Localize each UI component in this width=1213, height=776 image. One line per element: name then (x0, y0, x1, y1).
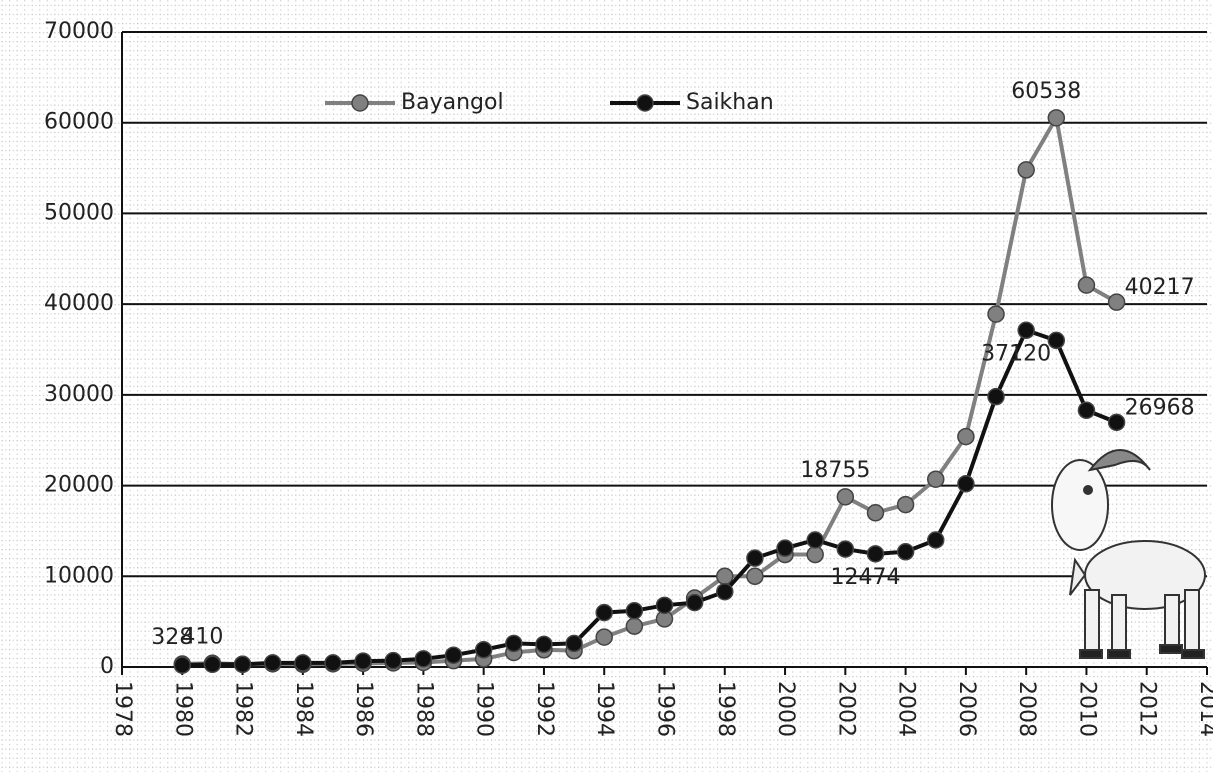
point (446, 647, 462, 663)
point (415, 651, 431, 667)
data-label: 12474 (830, 565, 900, 590)
x-tick-label: 2006 (954, 681, 979, 737)
data-label: 410 (181, 624, 223, 649)
point (1018, 322, 1034, 338)
point (717, 584, 733, 600)
point (867, 505, 883, 521)
chart: 0 10000 20000 30000 40000 50000 60000 70000 1978… (0, 0, 1213, 772)
point (174, 657, 190, 673)
point (747, 568, 763, 584)
x-tick-label: 2014 (1195, 681, 1213, 737)
data-label: 60538 (1011, 79, 1081, 104)
point (204, 656, 220, 672)
point (235, 656, 251, 672)
point (1048, 110, 1064, 126)
legend-marker (352, 95, 368, 111)
x-tick-label: 1990 (472, 681, 497, 737)
point (295, 655, 311, 671)
point (807, 547, 823, 563)
x-tick-label: 1988 (411, 681, 436, 737)
point (988, 306, 1004, 322)
point (958, 476, 974, 492)
legend-label: Bayangol (401, 90, 504, 115)
point (1109, 414, 1125, 430)
point (657, 597, 673, 613)
x-tick-label: 1978 (110, 681, 135, 737)
point (626, 618, 642, 634)
point (355, 653, 371, 669)
point (898, 544, 914, 560)
legend-label: Saikhan (686, 90, 774, 115)
point (898, 497, 914, 513)
y-tick-label: 50000 (44, 200, 114, 225)
y-tick-label: 40000 (44, 291, 114, 316)
x-tick-label: 1996 (653, 681, 678, 737)
x-tick-label: 1982 (231, 681, 256, 737)
x-tick-label: 1986 (351, 681, 376, 737)
data-label: 18755 (800, 458, 870, 483)
point (596, 629, 612, 645)
x-tick-label: 2012 (1135, 681, 1160, 737)
point (988, 389, 1004, 405)
point (807, 532, 823, 548)
legend-marker (637, 95, 653, 111)
data-label: 40217 (1125, 275, 1195, 300)
point (837, 541, 853, 557)
x-tick-label: 1992 (532, 681, 557, 737)
y-tick-label: 0 (100, 654, 114, 679)
data-label: 26968 (1125, 395, 1195, 420)
point (1078, 402, 1094, 418)
point (958, 429, 974, 445)
point (747, 550, 763, 566)
point (867, 546, 883, 562)
y-tick-label: 60000 (44, 110, 114, 135)
x-tick-label: 1994 (592, 681, 617, 737)
x-tick-label: 1984 (291, 681, 316, 737)
x-tick-label: 1980 (170, 681, 195, 737)
x-tick-label: 1998 (713, 681, 738, 737)
point (506, 635, 522, 651)
y-tick-label: 30000 (44, 382, 114, 407)
point (385, 653, 401, 669)
point (837, 489, 853, 505)
y-tick-label: 70000 (44, 19, 114, 44)
point (536, 636, 552, 652)
x-tick-label: 2000 (773, 681, 798, 737)
point (1109, 294, 1125, 310)
data-label: 37120 (981, 341, 1051, 366)
point (265, 655, 281, 671)
point (928, 532, 944, 548)
x-tick-label: 2010 (1074, 681, 1099, 737)
point (1018, 162, 1034, 178)
x-tick-label: 2002 (833, 681, 858, 737)
point (566, 635, 582, 651)
y-tick-label: 20000 (44, 473, 114, 498)
point (687, 595, 703, 611)
point (476, 642, 492, 658)
point (717, 568, 733, 584)
point (626, 603, 642, 619)
point (928, 471, 944, 487)
point (325, 655, 341, 671)
point (1078, 277, 1094, 293)
point (777, 540, 793, 556)
y-tick-label: 10000 (44, 563, 114, 588)
point (596, 605, 612, 621)
x-tick-label: 2008 (1014, 681, 1039, 737)
x-tick-label: 2004 (894, 681, 919, 737)
